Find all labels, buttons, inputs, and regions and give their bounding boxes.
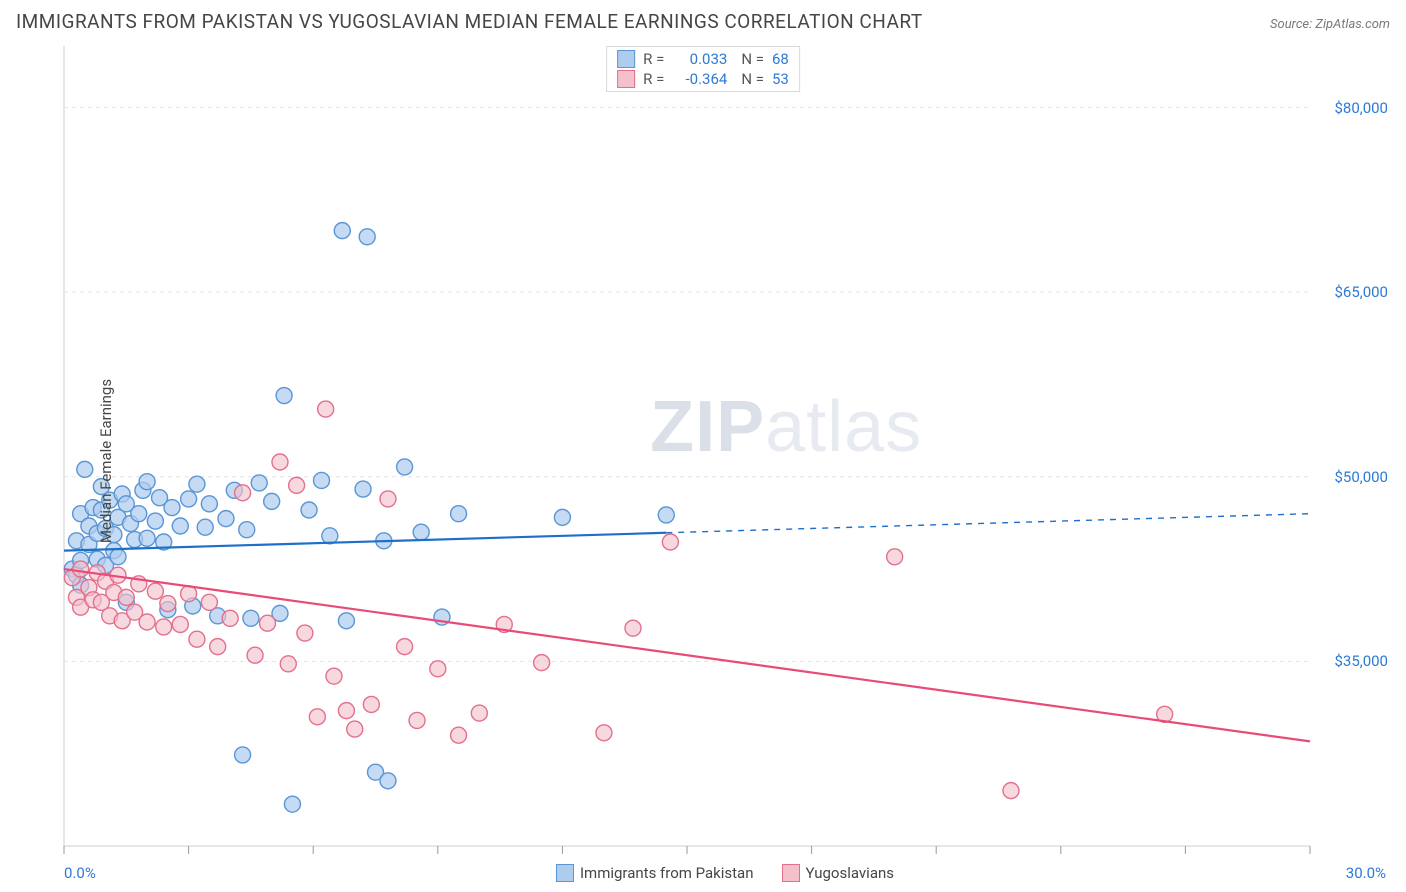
bottom-legend: Immigrants from Pakistan Yugoslavians (556, 864, 894, 882)
chart-title: IMMIGRANTS FROM PAKISTAN VS YUGOSLAVIAN … (16, 10, 923, 33)
r-label: R = (643, 70, 664, 88)
chart-area: Median Female Earnings ZIPatlas R =0.033… (10, 40, 1396, 882)
correlation-stats-box: R = 0.033 N = 68 R = -0.364 N = 53 (606, 46, 800, 92)
swatch-icon (617, 70, 635, 88)
x-min-label: 0.0% (64, 864, 96, 882)
n-label: N = (741, 50, 764, 68)
y-tick-label: $35,000 (1334, 652, 1388, 670)
x-max-label: 30.0% (1346, 864, 1386, 882)
swatch-icon (617, 50, 635, 68)
legend-label: Yugoslavians (806, 864, 895, 882)
swatch-icon (556, 864, 574, 882)
y-tick-label: $65,000 (1334, 283, 1388, 301)
y-axis-label: Median Female Earnings (97, 379, 115, 543)
legend-label: Immigrants from Pakistan (580, 864, 754, 882)
r-value: 0.033 (672, 50, 727, 68)
y-tick-label: $50,000 (1334, 468, 1388, 486)
r-value: -0.364 (672, 70, 727, 88)
r-label: R = (643, 50, 664, 68)
n-value: 53 (772, 70, 789, 88)
swatch-icon (782, 864, 800, 882)
stats-row-yugoslav: R = -0.364 N = 53 (607, 69, 799, 89)
legend-item-yugoslav: Yugoslavians (782, 864, 895, 882)
legend-item-pakistan: Immigrants from Pakistan (556, 864, 754, 882)
x-axis-row: 0.0% Immigrants from Pakistan Yugoslavian… (64, 864, 1386, 882)
n-value: 68 (772, 50, 789, 68)
y-tick-label: $80,000 (1334, 99, 1388, 117)
n-label: N = (741, 70, 764, 88)
stats-row-pakistan: R = 0.033 N = 68 (607, 49, 799, 69)
source-label: Source: ZipAtlas.com (1270, 17, 1390, 32)
scatter-plot (10, 40, 1396, 882)
